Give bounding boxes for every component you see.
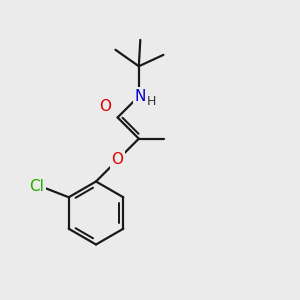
Text: O: O xyxy=(99,99,111,114)
Text: Cl: Cl xyxy=(29,178,44,194)
Text: O: O xyxy=(112,152,124,167)
Text: H: H xyxy=(147,95,156,108)
Text: N: N xyxy=(135,89,146,104)
